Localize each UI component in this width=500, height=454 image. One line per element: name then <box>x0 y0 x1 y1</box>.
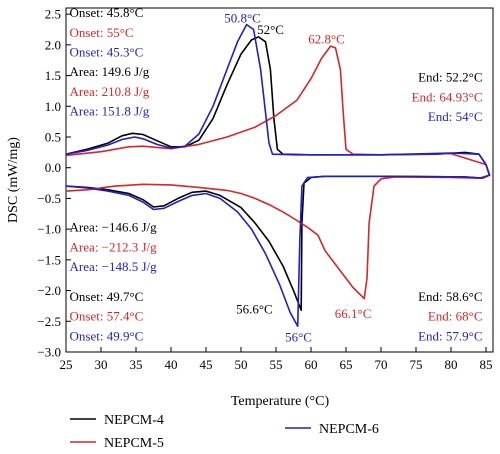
annotation-label: Onset: 49.9°C <box>70 328 144 343</box>
annotation-label: End: 54°C <box>428 109 483 124</box>
annotation-label: Onset: 45.3°C <box>70 45 144 60</box>
annotation-label: Area: 149.6 J/g <box>70 64 150 79</box>
x-tick-label: 60 <box>305 357 318 372</box>
annotation-label: 56.6°C <box>236 301 273 316</box>
annotation-label: Area: −146.6 J/g <box>70 220 158 235</box>
x-tick-label: 55 <box>270 357 283 372</box>
y-tick-label: 0.5 <box>45 130 61 145</box>
annotation-label: End: 64.93°C <box>412 89 483 104</box>
x-tick-label: 70 <box>375 357 388 372</box>
y-tick-label: 0.0 <box>45 160 61 175</box>
series-line-nepcm-5 <box>65 45 491 300</box>
annotation-label: End: 58.6°C <box>418 289 482 304</box>
x-tick-label: 65 <box>340 357 353 372</box>
annotation-label: 52°C <box>257 22 284 37</box>
annotation-label: Onset: 49.7°C <box>70 289 144 304</box>
x-tick-label: 75 <box>410 357 423 372</box>
series-line-nepcm-6 <box>65 23 491 327</box>
annotation-label: Onset: 45.8°C <box>70 5 144 20</box>
annotations: Onset: 45.8°C Onset: 55°C Onset: 45.3°C Are… <box>70 5 483 344</box>
annotation-label: Onset: 57.4°C <box>70 309 144 324</box>
y-tick-label: −1.5 <box>37 252 61 267</box>
legend-label: NEPCM-4 <box>104 413 164 428</box>
y-tick-label: −3.0 <box>37 345 61 360</box>
legend-label: NEPCM-6 <box>319 422 379 437</box>
x-tick-label: 45 <box>200 357 213 372</box>
plot-frame <box>65 7 494 353</box>
y-axis-label: DSC (mW/mg) <box>6 137 21 223</box>
annotation-label: 56°C <box>285 330 312 345</box>
y-tick-label: 2.5 <box>45 7 61 22</box>
y-tick-label: 1.5 <box>45 68 61 83</box>
x-tick-label: 80 <box>445 357 458 372</box>
y-tick-label: 2.0 <box>45 37 61 52</box>
y-tick-label: −1.0 <box>37 222 61 237</box>
x-tick-label: 30 <box>95 357 108 372</box>
annotation-label: Area: 210.8 J/g <box>70 84 150 99</box>
annotation-label: End: 57.9°C <box>418 328 482 343</box>
annotation-label: Onset: 55°C <box>70 25 134 40</box>
x-tick-label: 85 <box>480 357 493 372</box>
y-tick-label: −0.5 <box>37 191 61 206</box>
x-tick-label: 25 <box>60 357 73 372</box>
annotation-label: 66.1°C <box>335 306 372 321</box>
annotation-label: Area: 151.8 J/g <box>70 104 150 119</box>
x-tick-label: 35 <box>130 357 143 372</box>
annotation-label: Area: −148.5 J/g <box>70 259 158 274</box>
annotation-label: End: 68°C <box>428 309 483 324</box>
x-axis-label: Temperature (°C) <box>231 394 330 409</box>
annotation-label: 50.8°C <box>224 11 261 26</box>
legend: NEPCM-4 NEPCM-5 NEPCM-6 <box>70 413 379 451</box>
axes: 25 30 35 40 45 50 55 60 65 70 75 80 85 −3.0 −2.5 −2.0 −1… <box>37 7 494 372</box>
y-tick-label: −2.0 <box>37 283 61 298</box>
y-tick-label: 1.0 <box>45 99 61 114</box>
annotation-label: 62.8°C <box>308 32 345 47</box>
x-tick-label: 40 <box>165 357 178 372</box>
y-tick-label: −2.5 <box>37 314 61 329</box>
legend-label: NEPCM-5 <box>104 436 164 451</box>
series-lines <box>65 23 491 327</box>
annotation-label: Area: −212.3 J/g <box>70 239 158 254</box>
x-tick-label: 50 <box>235 357 248 372</box>
annotation-label: End: 52.2°C <box>418 70 482 85</box>
